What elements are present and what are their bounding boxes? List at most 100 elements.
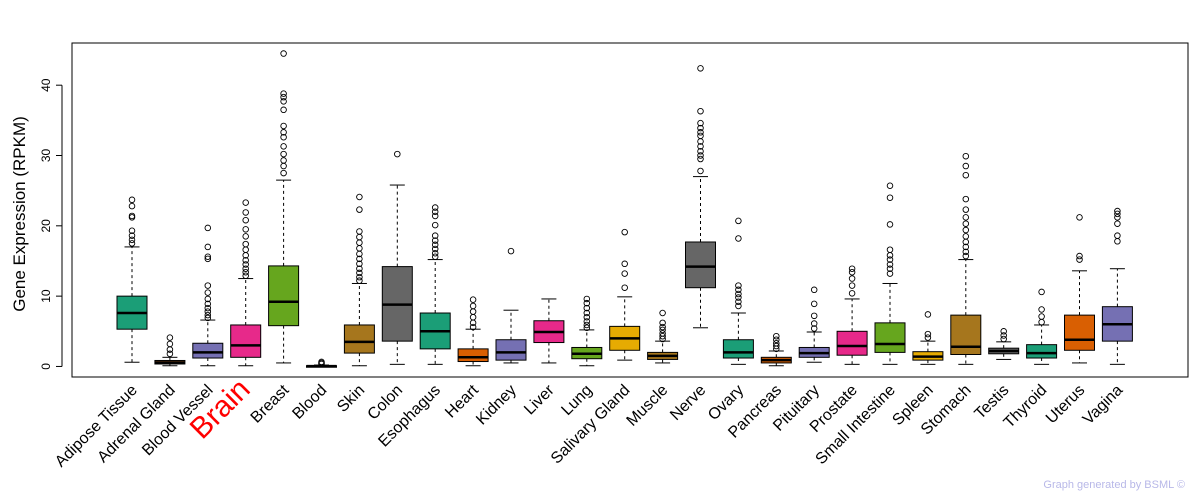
outlier-point xyxy=(431,221,439,229)
outlier-point xyxy=(886,182,894,189)
outlier-point xyxy=(1114,220,1121,227)
outlier-point xyxy=(469,296,477,303)
y-axis-title: Gene Expression (RPKM) xyxy=(10,116,29,312)
box-group xyxy=(1064,214,1095,364)
outlier-point xyxy=(431,237,439,244)
x-tick-label: Liver xyxy=(521,381,558,418)
outlier-point xyxy=(356,239,363,246)
outlier-point xyxy=(583,309,591,317)
box-group xyxy=(154,334,186,367)
box-iqr xyxy=(343,324,375,354)
box-group xyxy=(874,182,906,365)
outlier-point xyxy=(204,304,212,312)
box-group xyxy=(1026,288,1058,365)
box-group xyxy=(836,265,868,365)
outlier-point xyxy=(1038,288,1045,296)
y-tick-label: 10 xyxy=(39,289,53,303)
outlier-point xyxy=(1038,306,1045,313)
outlier-point xyxy=(962,226,970,234)
box-group xyxy=(495,247,527,364)
x-tick-label: Blood xyxy=(289,382,330,423)
outlier-point xyxy=(962,152,970,160)
outlier-point xyxy=(204,295,212,303)
outlier-point xyxy=(1038,318,1045,326)
outlier-point xyxy=(280,169,287,177)
outlier-point xyxy=(810,300,818,308)
outlier-point xyxy=(242,240,249,248)
box-iqr xyxy=(722,339,754,359)
outlier-point xyxy=(583,318,591,325)
outlier-point xyxy=(583,321,591,329)
outlier-point xyxy=(697,167,704,175)
outlier-point xyxy=(773,332,780,340)
outlier-point xyxy=(621,260,628,268)
outlier-point xyxy=(356,277,363,284)
outlier-point xyxy=(166,340,174,348)
outlier-point xyxy=(1114,207,1121,215)
outlier-point xyxy=(810,325,818,332)
x-tick-label: Kidney xyxy=(473,382,520,429)
outlier-point xyxy=(697,129,704,136)
outlier-point xyxy=(431,241,439,249)
outlier-point xyxy=(280,162,287,170)
outlier-point xyxy=(659,323,666,331)
outlier-point xyxy=(280,122,287,130)
box-iqr xyxy=(1026,344,1058,359)
box-iqr xyxy=(230,324,262,358)
box-group xyxy=(722,217,754,365)
outlier-point xyxy=(697,132,704,140)
outlier-point xyxy=(128,196,136,204)
outlier-point xyxy=(621,228,628,236)
outlier-point xyxy=(204,243,212,251)
box-group xyxy=(419,204,451,365)
outlier-point xyxy=(431,249,439,257)
box-iqr xyxy=(874,322,906,353)
outlier-point xyxy=(242,261,249,268)
outlier-point xyxy=(848,282,856,289)
outlier-point xyxy=(1038,313,1045,320)
outlier-point xyxy=(242,209,249,216)
outlier-point xyxy=(469,313,477,321)
outlier-point xyxy=(848,268,856,276)
outlier-point xyxy=(583,304,591,312)
outlier-point xyxy=(1000,332,1007,339)
box-group xyxy=(760,332,792,367)
x-tick-label: Breast xyxy=(248,381,293,426)
outlier-point xyxy=(280,90,287,97)
box-group xyxy=(571,295,603,367)
outlier-point xyxy=(583,295,591,303)
x-tick-label: Skin xyxy=(334,382,368,416)
outlier-point xyxy=(697,119,704,127)
box-group xyxy=(116,196,148,363)
box-group xyxy=(268,50,300,364)
outlier-point xyxy=(583,299,591,307)
outlier-point xyxy=(1000,335,1007,343)
credit-text: Graph generated by BSML © xyxy=(1043,479,1185,491)
outlier-point xyxy=(962,220,970,227)
outlier-point xyxy=(356,193,363,201)
outlier-point xyxy=(810,312,818,320)
outlier-point xyxy=(962,195,970,203)
y-tick-label: 40 xyxy=(39,78,53,92)
outlier-point xyxy=(128,232,136,239)
outlier-point xyxy=(204,308,212,315)
outlier-point xyxy=(659,330,666,337)
box-iqr xyxy=(836,330,868,356)
x-tick-label: Vagina xyxy=(1080,382,1126,428)
outlier-point xyxy=(773,342,780,350)
outlier-point xyxy=(1000,328,1007,335)
outlier-point xyxy=(318,358,325,366)
outlier-point xyxy=(1114,232,1121,239)
outlier-point xyxy=(280,157,287,164)
outlier-point xyxy=(242,265,249,272)
outlier-point xyxy=(431,253,439,261)
x-tick-label: Thyroid xyxy=(1001,382,1051,432)
outlier-point xyxy=(735,294,742,301)
outlier-point xyxy=(735,302,742,310)
x-tick-label: Muscle xyxy=(624,382,672,430)
y-tick-label: 30 xyxy=(39,149,53,163)
outlier-point xyxy=(280,93,287,101)
outlier-point xyxy=(469,323,477,331)
